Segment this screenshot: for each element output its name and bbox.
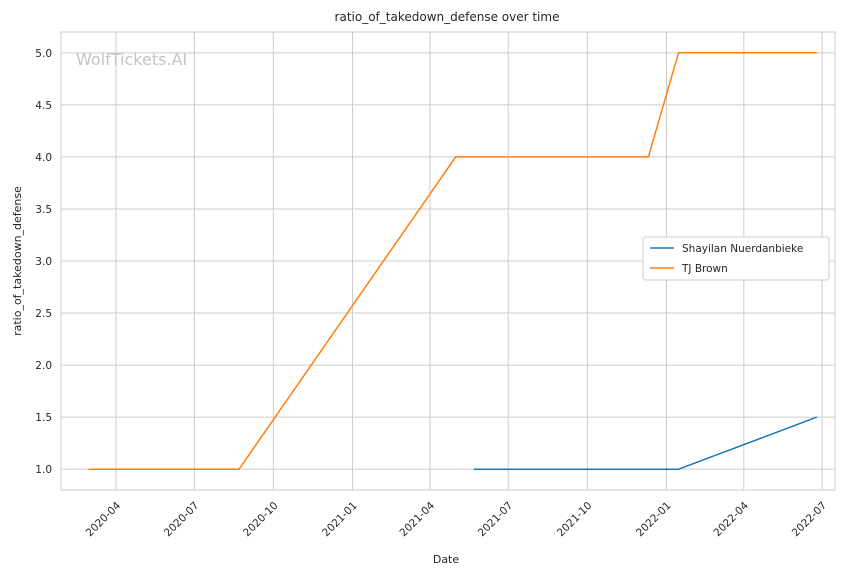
x-tick-label: 2020-10 <box>241 500 281 540</box>
x-tick-label: 2021-10 <box>555 500 595 540</box>
watermark: WolfTickets.AI <box>76 50 187 69</box>
y-tick-label: 5.0 <box>35 48 52 60</box>
y-tick-label: 3.0 <box>35 256 52 268</box>
x-axis-ticks: 2020-04 2020-07 2020-10 2021-01 2021-04 2021-… <box>84 499 830 539</box>
legend: Shayilan Nuerdanbieke TJ Brown <box>642 236 830 281</box>
y-tick-label: 1.0 <box>35 464 52 476</box>
x-tick-label: 2022-04 <box>711 499 751 539</box>
x-tick-label: 2021-07 <box>476 500 516 540</box>
grid <box>61 32 835 490</box>
x-tick-label: 2021-01 <box>320 500 360 540</box>
y-tick-label: 2.5 <box>35 308 52 320</box>
series-line-tj-brown <box>88 52 817 470</box>
plot-border <box>60 31 836 491</box>
x-tick-label: 2022-07 <box>790 500 830 540</box>
legend-label-tj-brown: TJ Brown <box>681 263 728 275</box>
x-tick-label: 2020-07 <box>162 500 202 540</box>
y-tick-label: 1.5 <box>35 412 52 424</box>
legend-box <box>642 236 830 281</box>
x-tick-label: 2021-04 <box>398 499 438 539</box>
series <box>88 52 818 470</box>
y-tick-label: 4.5 <box>35 100 52 112</box>
y-tick-label: 3.5 <box>35 204 52 216</box>
x-axis-label: Date <box>433 553 460 566</box>
y-axis-label: ratio_of_takedown_defense <box>11 186 24 336</box>
x-tick-label: 2022-01 <box>634 500 674 540</box>
legend-label-shayilan: Shayilan Nuerdanbieke <box>682 243 803 255</box>
y-tick-label: 2.0 <box>35 360 52 372</box>
chart-title: ratio_of_takedown_defense over time <box>335 10 560 24</box>
y-axis-ticks: 1.0 1.5 2.0 2.5 3.0 3.5 4.0 4.5 5.0 <box>35 48 52 476</box>
y-tick-label: 4.0 <box>35 152 52 164</box>
x-tick-label: 2020-04 <box>84 499 124 539</box>
series-line-shayilan-nuerdanbieke <box>473 416 818 470</box>
